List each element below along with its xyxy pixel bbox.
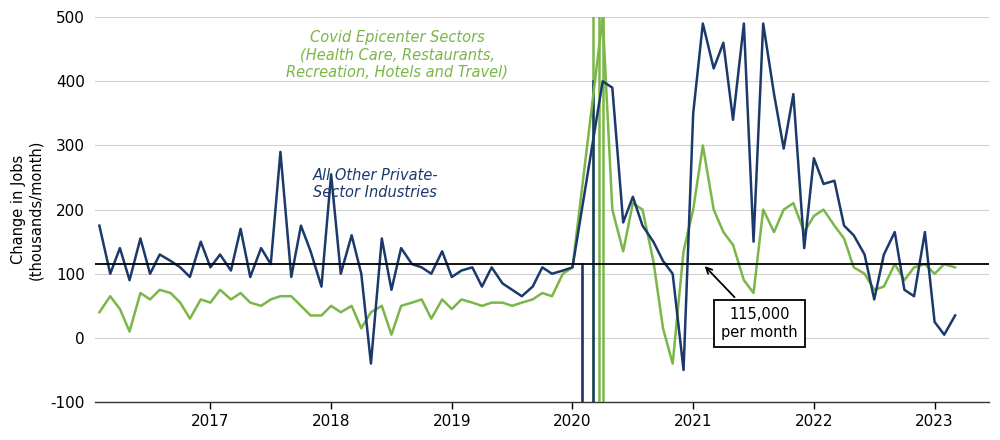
Y-axis label: Change in Jobs
(thousands/month): Change in Jobs (thousands/month) [11,139,44,280]
Text: All Other Private-
Sector Industries: All Other Private- Sector Industries [313,168,439,200]
Text: 115,000
per month: 115,000 per month [706,268,798,340]
Text: Covid Epicenter Sectors
(Health Care, Restaurants,
Recreation, Hotels and Travel: Covid Epicenter Sectors (Health Care, Re… [286,30,508,80]
